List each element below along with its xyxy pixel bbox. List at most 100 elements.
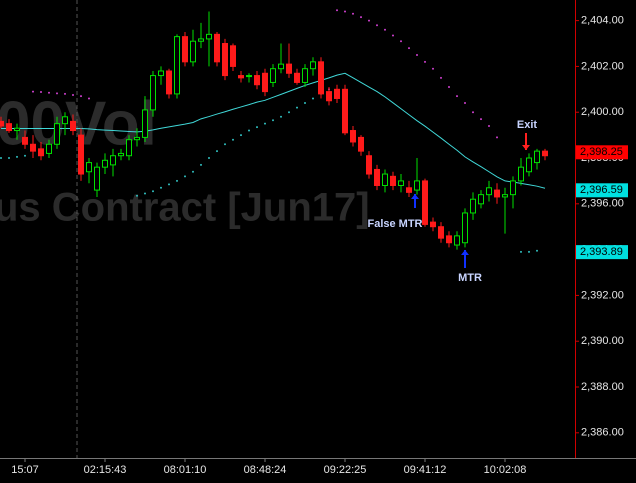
- sar-dot: [208, 157, 210, 160]
- sar-dot: [184, 175, 186, 178]
- sar-dot: [352, 12, 354, 15]
- y-tick-label: 2,392.00: [581, 289, 624, 301]
- sar-dot: [520, 250, 522, 253]
- annotation: Exit: [517, 119, 538, 131]
- sar-dot: [360, 16, 362, 19]
- candle-body: [526, 157, 532, 173]
- candle-body: [6, 123, 12, 132]
- candle-body: [142, 109, 148, 138]
- sar-dot: [192, 170, 194, 173]
- sar-dot: [304, 102, 306, 105]
- candle-body: [422, 180, 428, 225]
- annotation: False MTR: [367, 218, 422, 230]
- sar-dot: [72, 94, 74, 97]
- price-label-box: [576, 145, 628, 160]
- sar-dot: [64, 92, 66, 95]
- candle-body: [38, 148, 44, 157]
- sar-dot: [216, 150, 218, 153]
- candle-body: [22, 136, 28, 145]
- sar-dot: [488, 124, 490, 127]
- candle-body: [518, 166, 524, 182]
- sar-dot: [296, 106, 298, 109]
- sar-dot: [448, 86, 450, 89]
- candle-body: [78, 134, 84, 175]
- sar-dot: [272, 119, 274, 122]
- sar-dot: [408, 47, 410, 50]
- candle-body: [454, 235, 460, 246]
- sar-dot: [368, 19, 370, 22]
- candle-body: [486, 187, 492, 196]
- price-label: 2,396.59: [580, 184, 623, 196]
- candle-body: [462, 212, 468, 244]
- y-tick-label: 2,400.00: [581, 106, 624, 118]
- candle-body: [230, 45, 236, 67]
- x-tick-label: 09:22:25: [324, 464, 367, 476]
- candle-body: [310, 61, 316, 70]
- sar-dot: [160, 186, 162, 189]
- candle-body: [94, 166, 100, 191]
- sar-dot: [424, 60, 426, 63]
- candle-body: [430, 221, 436, 228]
- candle-body: [110, 155, 116, 166]
- watermark: us Contract [Jun17]: [0, 186, 370, 230]
- candle-body: [438, 226, 444, 239]
- candle-body: [150, 75, 156, 111]
- sar-dot: [264, 122, 266, 125]
- y-tick-label: 2,390.00: [581, 335, 624, 347]
- candle-body: [286, 63, 292, 74]
- candle-body: [398, 180, 404, 186]
- candle-body: [302, 68, 308, 83]
- sar-dot: [168, 183, 170, 186]
- candle-body: [30, 143, 36, 152]
- sar-dot: [248, 129, 250, 132]
- candle-body: [406, 187, 412, 193]
- candle-body: [510, 180, 516, 196]
- sar-dot: [384, 28, 386, 31]
- annotation-arrowhead: [461, 250, 469, 255]
- candle-body: [174, 36, 180, 95]
- sar-dot: [40, 91, 42, 94]
- candle-body: [478, 194, 484, 205]
- sar-dot: [144, 192, 146, 195]
- sar-dot: [48, 91, 50, 94]
- candle-body: [390, 175, 396, 186]
- candle-body: [14, 127, 20, 132]
- sar-dot: [8, 157, 10, 160]
- y-tick-label: 2,402.00: [581, 60, 624, 72]
- candle-body: [46, 143, 52, 154]
- x-tick-label: 02:15:43: [84, 464, 127, 476]
- candle-body: [294, 72, 300, 83]
- candle-body: [446, 235, 452, 244]
- sar-dot: [432, 67, 434, 70]
- sar-dot: [256, 126, 258, 129]
- candle-body: [190, 40, 196, 63]
- sar-dot: [32, 90, 34, 93]
- candle-body: [342, 88, 348, 134]
- candle-body: [0, 120, 4, 127]
- candle-body: [206, 33, 212, 40]
- y-tick-label: 2,388.00: [581, 381, 624, 393]
- y-tick-label: 2,404.00: [581, 15, 624, 27]
- candle-body: [238, 75, 244, 79]
- sar-dot: [392, 34, 394, 37]
- candle-body: [86, 162, 92, 173]
- y-tick-label: 2,396.00: [581, 198, 624, 210]
- candle-body: [534, 150, 540, 164]
- candle-body: [278, 63, 284, 70]
- candle-body: [198, 38, 204, 42]
- price-label: 2,398.25: [580, 146, 623, 158]
- price-label-box: [576, 245, 628, 260]
- sar-dot: [80, 95, 82, 98]
- annotation-arrowhead: [411, 194, 419, 199]
- x-tick-label: 15:07: [11, 464, 39, 476]
- sar-dot: [240, 134, 242, 137]
- sar-dot: [56, 92, 58, 95]
- sar-dot: [536, 249, 538, 252]
- sar-dot: [136, 194, 138, 197]
- candle-body: [246, 75, 252, 78]
- candle-body: [270, 68, 276, 83]
- sar-dot: [88, 97, 90, 100]
- candle-body: [334, 88, 340, 99]
- candle-body: [326, 91, 332, 102]
